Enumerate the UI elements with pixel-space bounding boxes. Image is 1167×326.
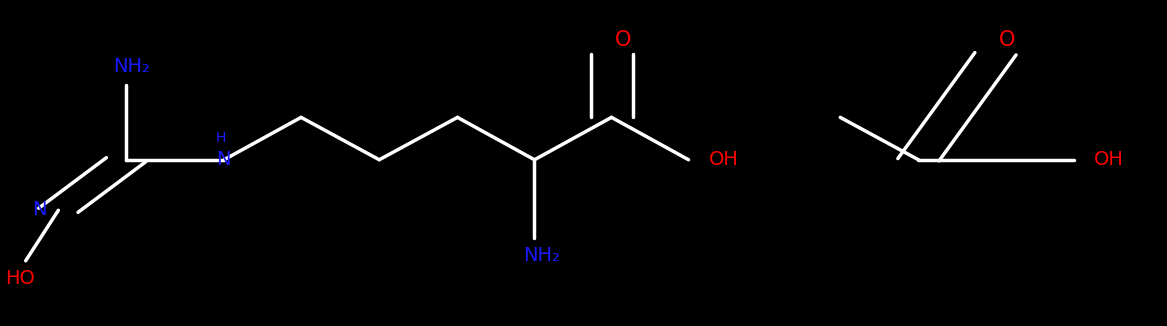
Text: N: N: [33, 200, 47, 219]
Text: N: N: [216, 150, 230, 169]
Text: OH: OH: [708, 150, 739, 169]
Text: H: H: [216, 131, 225, 144]
Text: OH: OH: [1093, 150, 1124, 169]
Text: HO: HO: [5, 269, 35, 288]
Text: O: O: [999, 30, 1015, 50]
Text: NH₂: NH₂: [523, 246, 560, 265]
Text: O: O: [615, 30, 631, 50]
Text: NH₂: NH₂: [113, 57, 151, 76]
